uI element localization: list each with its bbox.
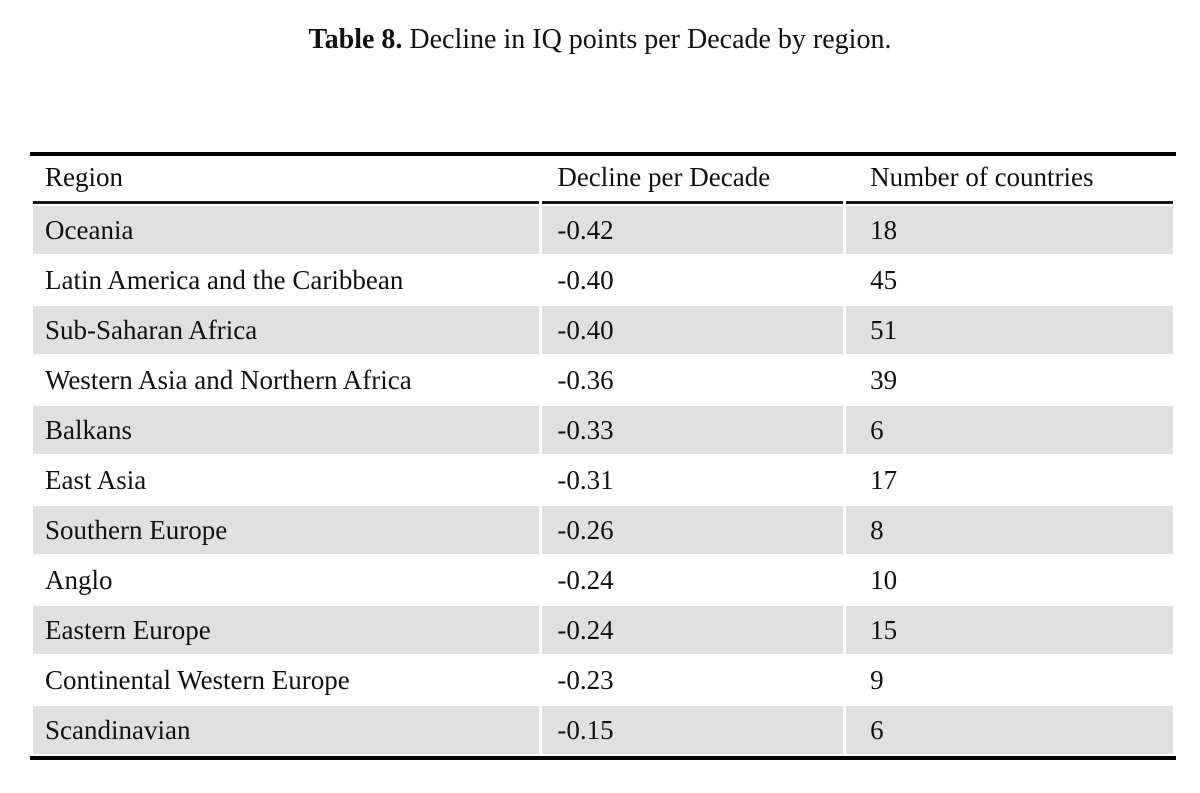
region-cell: East Asia xyxy=(45,464,147,495)
table-caption-text: Decline in IQ points per Decade by regio… xyxy=(402,24,892,55)
region-cell: Balkans xyxy=(33,406,540,454)
region-cell: Continental Western Europe xyxy=(45,664,350,695)
region-cell: Latin America and the Caribbean xyxy=(45,264,404,295)
table-row: Western Asia and Northern Africa -0.36 39 xyxy=(33,356,1173,404)
decline-cell: -0.23 xyxy=(557,664,614,695)
column-header-region: Region xyxy=(33,158,540,204)
decline-cell: -0.24 xyxy=(542,606,844,654)
table-row: Oceania -0.42 18 xyxy=(33,206,1173,254)
countries-cell: 6 xyxy=(846,406,1173,454)
decline-cell: -0.33 xyxy=(542,406,844,454)
region-decline-table: Region Decline per Decade Number of coun… xyxy=(30,152,1176,760)
decline-cell: -0.15 xyxy=(542,706,844,754)
countries-cell: 18 xyxy=(846,206,1173,254)
region-cell: Sub-Saharan Africa xyxy=(33,306,540,354)
countries-cell: 17 xyxy=(870,464,898,495)
countries-cell: 6 xyxy=(846,706,1173,754)
countries-cell: 8 xyxy=(846,506,1173,554)
decline-cell: -0.31 xyxy=(557,464,614,495)
table-row: Sub-Saharan Africa -0.40 51 xyxy=(33,306,1173,354)
table-row: East Asia -0.31 17 xyxy=(33,456,1173,504)
table-body: Oceania -0.42 18 Latin America and the Cari… xyxy=(33,206,1173,754)
decline-cell: -0.26 xyxy=(542,506,844,554)
decline-cell: -0.24 xyxy=(557,564,614,595)
column-header-decline-per-decade: Decline per Decade xyxy=(542,158,844,204)
countries-cell: 45 xyxy=(870,264,898,295)
table-row: Latin America and the Caribbean -0.40 45 xyxy=(33,256,1173,304)
region-cell: Anglo xyxy=(45,564,113,595)
region-cell: Eastern Europe xyxy=(33,606,540,654)
column-header-number-of-countries: Number of countries xyxy=(846,158,1173,204)
countries-cell: 51 xyxy=(846,306,1173,354)
decline-cell: -0.40 xyxy=(542,306,844,354)
countries-cell: 15 xyxy=(846,606,1173,654)
region-cell: Western Asia and Northern Africa xyxy=(45,364,412,395)
table-row: Scandinavian -0.15 6 xyxy=(33,706,1173,754)
table-row: Eastern Europe -0.24 15 xyxy=(33,606,1173,654)
decline-cell: -0.40 xyxy=(557,264,614,295)
countries-cell: 39 xyxy=(870,364,898,395)
table-row: Continental Western Europe -0.23 9 xyxy=(33,656,1173,704)
countries-cell: 9 xyxy=(870,664,884,695)
table-header-row: Region Decline per Decade Number of coun… xyxy=(33,158,1173,204)
table-row: Anglo -0.24 10 xyxy=(33,556,1173,604)
table-caption-label: Table 8. xyxy=(308,24,403,55)
table-row: Southern Europe -0.26 8 xyxy=(33,506,1173,554)
decline-cell: -0.42 xyxy=(542,206,844,254)
table-caption: Table 8. Decline in IQ points per Decade… xyxy=(0,24,1200,56)
table-row: Balkans -0.33 6 xyxy=(33,406,1173,454)
region-cell: Scandinavian xyxy=(33,706,540,754)
countries-cell: 10 xyxy=(870,564,898,595)
table-header: Region Decline per Decade Number of coun… xyxy=(33,158,1173,204)
decline-cell: -0.36 xyxy=(557,364,614,395)
region-cell: Oceania xyxy=(33,206,540,254)
region-cell: Southern Europe xyxy=(33,506,540,554)
